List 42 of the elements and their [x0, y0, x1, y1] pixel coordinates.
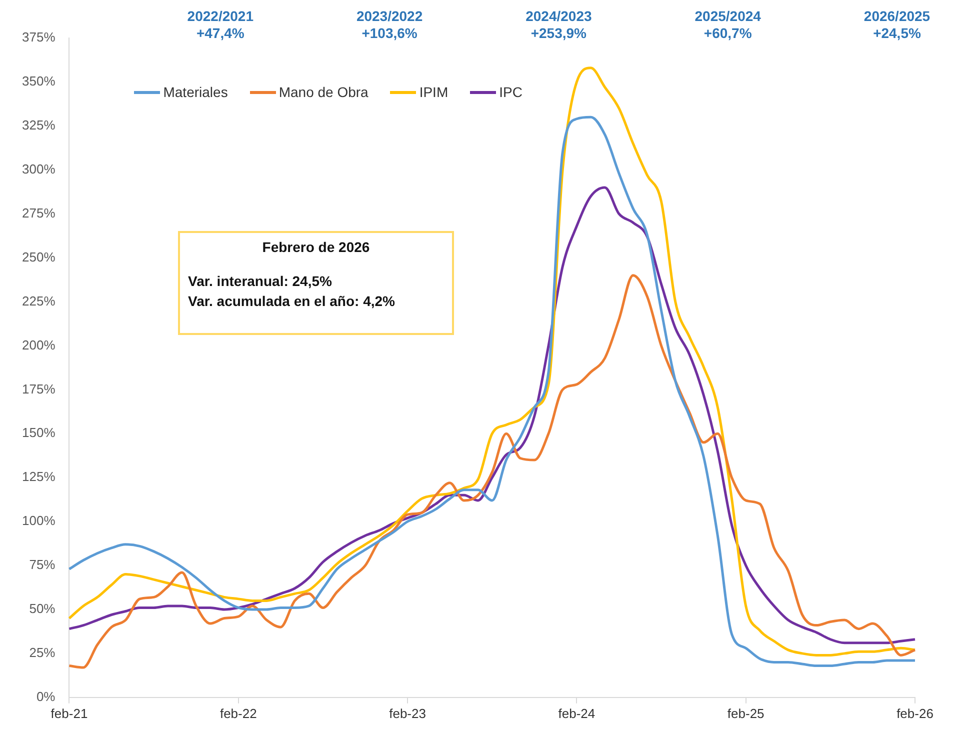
annotation: +47,4%	[196, 25, 244, 41]
text: 2026/2025	[864, 8, 930, 24]
y-tick-label: 75%	[29, 557, 56, 572]
line-series	[68, 274, 916, 669]
y-tick-label: 150%	[22, 425, 56, 440]
text: 2024/2023	[526, 8, 592, 24]
y-tick-label: 225%	[22, 293, 56, 308]
annotation: +24,5%	[873, 25, 921, 41]
y-tick-label: 200%	[22, 337, 56, 352]
text: 2023/2022	[356, 8, 423, 24]
line-series	[68, 186, 916, 644]
legend-label: Materiales	[163, 84, 228, 100]
y-tick-label: 350%	[22, 74, 56, 89]
y-tick-label: 250%	[22, 249, 56, 264]
x-tick-label: feb-21	[50, 706, 88, 721]
x-tick-label: feb-23	[389, 706, 426, 721]
y-tick-label: 375%	[22, 30, 56, 45]
text: 2025/2024	[694, 8, 761, 24]
annotation: +60,7%	[704, 25, 752, 41]
text: 2022/2021	[187, 8, 254, 24]
y-tick-label: 300%	[22, 161, 56, 176]
y-tick-label: 50%	[29, 601, 56, 616]
annotation: +103,6%	[362, 25, 418, 41]
x-tick-label: feb-22	[220, 706, 257, 721]
x-tick-label: feb-25	[727, 706, 764, 721]
y-tick-label: 175%	[22, 381, 56, 396]
annotation: Var. interanual: 24,5%	[188, 273, 333, 289]
legend-label: Mano de Obra	[278, 84, 368, 100]
annotation: Febrero de 2026	[261, 239, 371, 255]
annotation: Var. acumulada en el año: 4,2%	[188, 293, 396, 309]
y-tick-label: 100%	[22, 513, 56, 528]
y-tick-label: 275%	[22, 205, 56, 220]
note-box: Febrero de 2026 Var. interanual: 24,5% Var. acumulada en el año: 4,2%	[178, 231, 454, 335]
legend-label: IPC	[499, 84, 522, 100]
x-tick-label: feb-24	[558, 706, 596, 721]
legend-label: IPIM	[419, 84, 448, 100]
y-tick-label: 125%	[22, 469, 56, 484]
y-tick-label: 0%	[36, 688, 56, 704]
y-tick-label: 25%	[29, 645, 56, 660]
annotation: +253,9%	[530, 25, 587, 41]
x-tick-label: feb-26	[896, 706, 934, 721]
y-tick-label: 325%	[22, 118, 56, 132]
